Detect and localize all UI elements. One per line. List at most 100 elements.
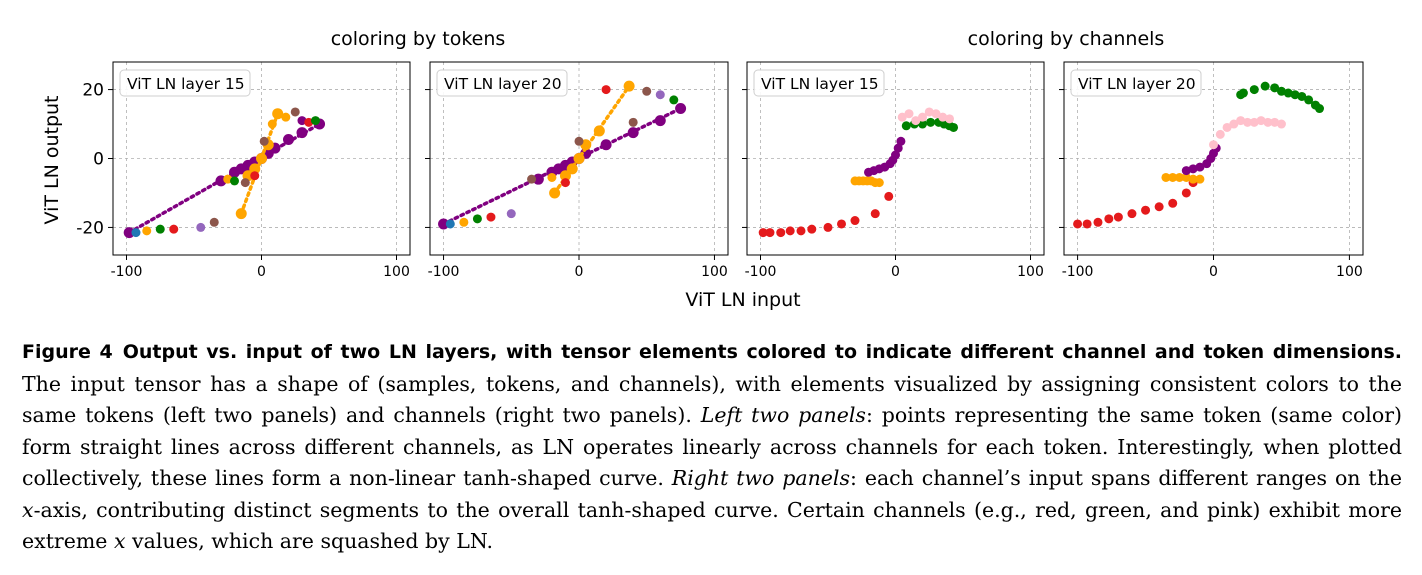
channel-pink-point — [1209, 140, 1218, 150]
scattered-tokens-point — [574, 136, 584, 146]
token-orange-point — [272, 108, 284, 120]
token-purple-point — [438, 218, 450, 230]
panel-label-box — [753, 69, 885, 97]
x-tick-label: 0 — [257, 264, 266, 280]
channel-pink-point — [1242, 117, 1252, 127]
channel-purple-point — [891, 150, 900, 160]
caption-x-variable: x — [22, 497, 34, 522]
channel-orange-point — [1161, 172, 1171, 182]
scattered-tokens-point — [506, 209, 516, 219]
token-orange-point — [549, 187, 561, 199]
x-tick-label: 100 — [1017, 264, 1044, 280]
panel-label: ViT LN layer 20 — [1078, 75, 1196, 93]
caption-right-label: Right two panels — [671, 466, 851, 490]
channel-red-point — [1141, 205, 1151, 215]
channel-purple-point — [893, 143, 903, 153]
token-orange-point — [566, 163, 578, 175]
scattered-tokens-point — [250, 171, 260, 181]
scattered-tokens-point — [601, 85, 611, 95]
channel-orange-point — [1188, 174, 1198, 184]
panel-4: -100 0 100 ViT LN layer 20 — [1059, 61, 1364, 280]
caption-sentence-5: values, which are squashed by LN. — [125, 529, 493, 553]
token-orange-point — [623, 80, 635, 92]
channel-pink-point — [911, 116, 921, 126]
channel-red-point — [1104, 214, 1114, 224]
token-purple-point — [123, 227, 135, 239]
channel-pink-point — [945, 114, 954, 124]
axes-frame — [1063, 61, 1364, 256]
channel-pink-point — [1236, 116, 1246, 126]
channel-red-point — [765, 228, 775, 238]
axes-frame — [429, 61, 729, 256]
channel-pink-point — [897, 112, 907, 122]
channel-green-point — [1270, 83, 1280, 93]
channel-purple-point — [1181, 166, 1191, 176]
axes-frame — [112, 61, 411, 256]
x-tick-label: 0 — [575, 264, 584, 280]
x-tick-label: -100 — [428, 264, 460, 280]
x-tick-label: -100 — [1062, 264, 1094, 280]
channel-red-point — [1082, 219, 1092, 229]
token-orange-point — [593, 125, 605, 137]
channel-red-point — [785, 226, 795, 236]
channel-red-point — [870, 209, 880, 219]
token-purple-point — [654, 115, 666, 127]
scattered-tokens-point — [131, 228, 141, 238]
channel-orange-point — [1175, 172, 1185, 182]
channel-red-point — [1113, 212, 1123, 222]
channel-red-point — [807, 224, 817, 234]
channel-pink-point — [1222, 122, 1232, 132]
channel-red-point — [796, 226, 806, 236]
caption-label: Figure 4 — [22, 341, 113, 363]
channel-orange-point — [874, 178, 884, 188]
token-purple-point — [296, 127, 308, 139]
scattered-tokens-point — [297, 116, 307, 126]
scattered-tokens-point — [547, 172, 557, 182]
token-purple-point — [627, 127, 639, 139]
channel-purple-point — [896, 136, 906, 146]
channel-pink-point — [1229, 119, 1239, 129]
x-tick-label: -100 — [111, 264, 143, 280]
channel-red-point — [1154, 202, 1164, 212]
caption-sentence-3: : each channel’s input spans different r… — [850, 466, 1402, 490]
scattered-tokens-point — [281, 112, 291, 122]
channel-pink-point — [931, 109, 941, 119]
caption-sentence-1: The input tensor has a shape of (samples… — [22, 371, 1402, 428]
channel-green-point — [1315, 104, 1325, 114]
panel-label: ViT LN layer 20 — [444, 75, 562, 93]
channel-pink-point — [1276, 119, 1286, 129]
channel-green-point — [901, 121, 911, 131]
scattered-tokens-point — [669, 95, 679, 105]
scattered-tokens-point — [311, 116, 320, 126]
x-tick-label: -100 — [745, 264, 777, 280]
scattered-tokens-point — [486, 212, 496, 222]
scattered-tokens-point — [655, 90, 665, 100]
channel-pink-point — [1263, 117, 1273, 127]
channel-green-point — [1260, 81, 1270, 91]
channel-red-point — [1127, 209, 1137, 219]
token-orange-point — [559, 170, 571, 182]
token-orange-point — [235, 208, 247, 220]
scattered-tokens-point — [459, 217, 469, 227]
scattered-tokens-point — [560, 178, 570, 188]
scattered-tokens-point — [169, 224, 179, 234]
y-axis-label: ViT LN output — [41, 95, 63, 224]
channel-green-point — [1238, 88, 1248, 98]
channel-pink-point — [904, 109, 914, 119]
figure-caption: Figure 4 Output vs. input of two LN layer… — [22, 336, 1402, 558]
x-tick-label: 0 — [891, 264, 900, 280]
channel-green-point — [1283, 88, 1293, 98]
channel-red-point — [1181, 188, 1191, 198]
channel-red-point — [1093, 217, 1103, 227]
panel-3: -100 0 100 ViT LN layer 15 — [742, 61, 1045, 280]
channel-pink-point — [1256, 116, 1266, 126]
channel-red-point — [837, 219, 846, 229]
x-axis-label: ViT LN input — [685, 289, 800, 311]
token-orange-trend-line — [239, 111, 280, 216]
scattered-tokens-point — [196, 222, 206, 232]
scattered-tokens-point — [290, 107, 300, 117]
channel-pink-point — [1249, 117, 1259, 127]
channel-pink-point — [924, 107, 934, 117]
caption-sentence-4: -axis, contributing distinct segments to… — [22, 497, 1402, 554]
